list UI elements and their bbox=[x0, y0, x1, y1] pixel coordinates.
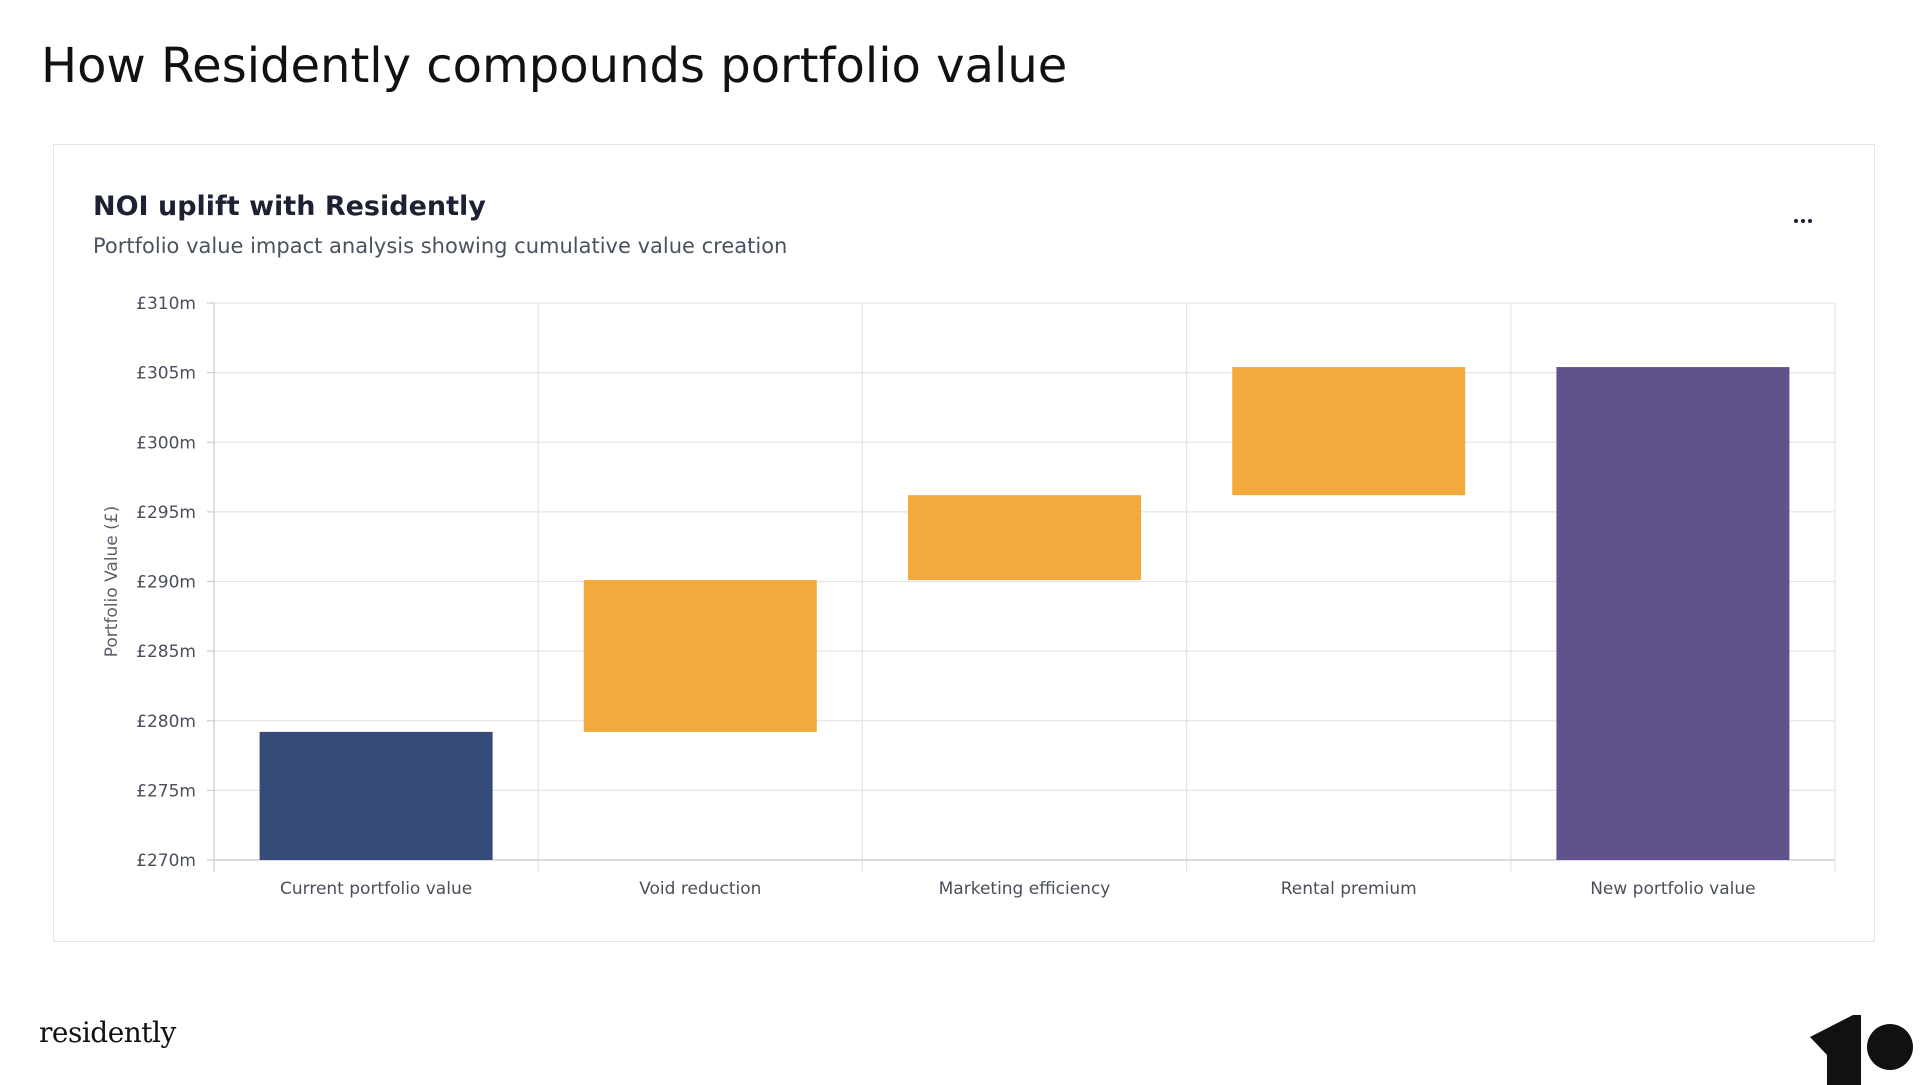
waterfall-bar bbox=[259, 731, 493, 860]
y-tick-label: £270m bbox=[136, 851, 196, 871]
corner-brand-mark-icon bbox=[1810, 1015, 1913, 1085]
waterfall-bar bbox=[908, 495, 1141, 581]
y-tick-label: £290m bbox=[136, 573, 196, 593]
y-tick-label: £295m bbox=[136, 503, 196, 523]
chart-title: NOI uplift with Residently bbox=[93, 191, 486, 222]
y-tick-label: £280m bbox=[136, 712, 196, 732]
x-tick-label: New portfolio value bbox=[1590, 879, 1755, 899]
x-tick-label: Rental premium bbox=[1281, 879, 1417, 899]
x-tick-label: Current portfolio value bbox=[280, 879, 472, 899]
page-title: How Residently compounds portfolio value bbox=[41, 38, 1068, 94]
more-options-button[interactable] bbox=[1780, 206, 1826, 236]
waterfall-bar bbox=[1556, 367, 1790, 860]
waterfall-bar bbox=[583, 580, 817, 732]
more-horizontal-icon-dot bbox=[1808, 219, 1812, 223]
x-tick-label: Marketing efficiency bbox=[939, 879, 1111, 899]
y-tick-label: £310m bbox=[136, 294, 196, 314]
y-tick-label: £275m bbox=[136, 781, 196, 801]
waterfall-bar bbox=[1232, 367, 1466, 496]
more-horizontal-icon-dot bbox=[1801, 219, 1805, 223]
more-horizontal-icon bbox=[1794, 219, 1798, 223]
chart-subtitle: Portfolio value impact analysis showing … bbox=[93, 234, 788, 258]
residently-logo: residently bbox=[39, 1016, 176, 1049]
x-tick-label: Void reduction bbox=[639, 879, 761, 899]
y-axis-label: Portfolio Value (£) bbox=[102, 506, 122, 658]
y-tick-label: £285m bbox=[136, 642, 196, 662]
y-tick-label: £300m bbox=[136, 433, 196, 453]
y-tick-label: £305m bbox=[136, 364, 196, 384]
